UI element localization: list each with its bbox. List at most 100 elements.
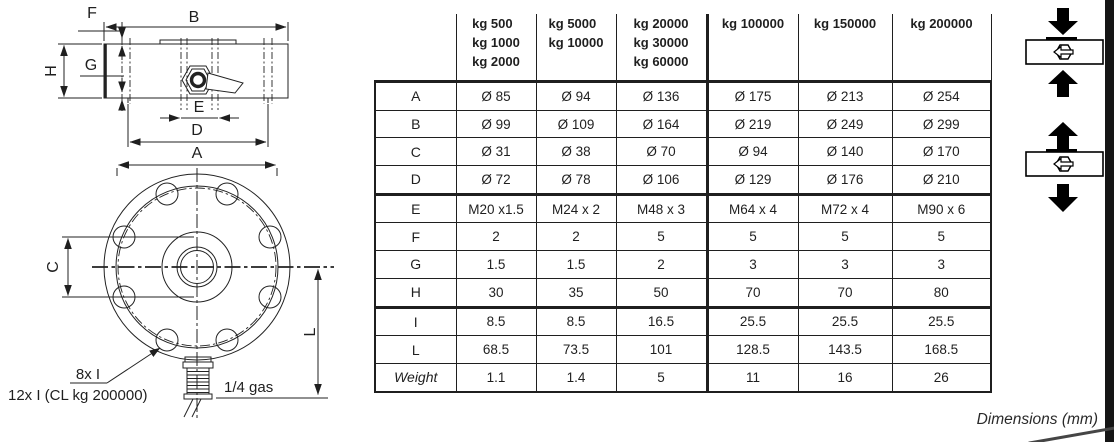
dimension-value-cell: 1.1 — [455, 362, 537, 393]
dimension-value-cell: 8.5 — [455, 305, 537, 337]
dimension-value-cell: 1.5 — [455, 250, 537, 279]
cable-gland-icon — [1053, 156, 1074, 172]
dimension-value-cell: M90 x 6 — [891, 192, 992, 224]
dimension-row: L 68.5 73.5 101 128.5 143.5 168.5 — [374, 335, 992, 364]
dimension-value-cell: Ø 85 — [455, 81, 537, 111]
dimension-table-wrap: kg 500 kg 1000 kg 2000 kg 5000 kg 10000 kg 20… — [374, 14, 992, 393]
dimension-value-cell: 2 — [615, 250, 708, 279]
dimension-row-label: E — [374, 192, 457, 224]
dimension-value-cell: 5 — [705, 222, 799, 252]
dimension-row: I 8.5 8.5 16.5 25.5 25.5 25.5 — [374, 305, 992, 337]
table-corner-blank — [375, 14, 457, 83]
dimension-value-cell: 30 — [455, 277, 537, 308]
dimension-value-cell: 73.5 — [535, 335, 617, 364]
dimension-value-cell: M64 x 4 — [705, 192, 799, 224]
dimension-value-cell: 3 — [705, 250, 799, 279]
dimension-value-cell: Ø 94 — [535, 81, 617, 111]
dimension-value-cell: 1.5 — [535, 250, 617, 279]
compression-load-icon — [1025, 8, 1104, 97]
dimension-value-cell: 70 — [705, 277, 799, 308]
dimension-value-cell: 70 — [797, 277, 893, 308]
dimension-value-cell: Ø 31 — [455, 137, 537, 167]
dimension-value-cell: Ø 72 — [455, 165, 537, 195]
bolt-holes — [112, 182, 282, 352]
dimensions-unit-note: Dimensions (mm) — [976, 411, 1098, 428]
dim-label-C: C — [45, 261, 62, 273]
dimension-row-label: A — [374, 81, 457, 111]
hex-nut-and-cable — [181, 65, 244, 95]
dimension-row-label: F — [374, 222, 457, 252]
down-arrow-icon — [1048, 184, 1078, 212]
down-arrow-icon — [1048, 8, 1078, 35]
dimension-row-label: Weight — [374, 362, 457, 393]
threaded-stud — [182, 356, 214, 418]
dimension-row: G 1.5 1.5 2 3 3 3 — [374, 250, 992, 279]
dimension-value-cell: Ø 129 — [705, 165, 799, 195]
dimension-row-label: C — [374, 137, 457, 167]
dimension-row: E M20 x1.5 M24 x 2 M48 x 3 M64 x 4 M72 x 4 M90… — [374, 192, 992, 224]
dimension-value-cell: Ø 210 — [891, 165, 992, 195]
dimension-value-cell: Ø 38 — [535, 137, 617, 167]
dimension-value-cell: 25.5 — [705, 305, 799, 337]
dimension-value-cell: 5 — [797, 222, 893, 252]
dimension-value-cell: M72 x 4 — [797, 192, 893, 224]
dimension-value-cell: 5 — [891, 222, 992, 252]
dimension-value-cell: Ø 176 — [797, 165, 893, 195]
dimension-value-cell: 50 — [615, 277, 708, 308]
dim-label-F: F — [87, 5, 97, 22]
dimension-value-cell: 128.5 — [705, 335, 799, 364]
tension-load-icon — [1025, 122, 1104, 212]
dim-label-L: L — [302, 327, 319, 336]
up-arrow-icon — [1048, 70, 1078, 97]
dimension-value-cell: 26 — [891, 362, 992, 393]
dim-label-G: G — [85, 57, 97, 74]
dimension-value-cell: M48 x 3 — [615, 192, 708, 224]
dimension-value-cell: 101 — [615, 335, 708, 364]
dimension-value-cell: 3 — [797, 250, 893, 279]
capacity-column-header: kg 200000 — [891, 14, 992, 83]
dimension-row-label: B — [374, 109, 457, 139]
dimension-value-cell: Ø 109 — [535, 109, 617, 139]
dimension-value-cell: Ø 78 — [535, 165, 617, 195]
dimension-value-cell: Ø 70 — [615, 137, 708, 167]
dimension-row: H 30 35 50 70 70 80 — [374, 277, 992, 308]
dimension-value-cell: 68.5 — [455, 335, 537, 364]
dimension-value-cell: M24 x 2 — [535, 192, 617, 224]
dimension-value-cell: 35 — [535, 277, 617, 308]
dimension-row-label: D — [374, 165, 457, 195]
dimension-value-cell: 16 — [797, 362, 893, 393]
capacity-column-header: kg 500 kg 1000 kg 2000 — [455, 14, 537, 83]
dimension-value-cell: Ø 140 — [797, 137, 893, 167]
dimension-value-cell: 1.4 — [535, 362, 617, 393]
dimension-value-cell: 2 — [535, 222, 617, 252]
dimension-value-cell: 3 — [891, 250, 992, 279]
dim-label-H: H — [43, 65, 60, 77]
dimension-value-cell: 16.5 — [615, 305, 708, 337]
capacity-column-header: kg 20000 kg 30000 kg 60000 — [615, 14, 708, 83]
scanned-page-edge — [1105, 0, 1114, 442]
loading-direction-icons — [1025, 8, 1104, 212]
capacity-column-header: kg 150000 — [797, 14, 893, 83]
dim-label-E: E — [194, 99, 205, 116]
dimension-row: Weight 1.1 1.4 5 11 16 26 — [374, 362, 992, 393]
drawing-annotations: 8x I 12x I (CL kg 200000) 1/4 gas — [8, 366, 273, 404]
dimension-value-cell: 5 — [615, 222, 708, 252]
dimension-value-cell: Ø 94 — [705, 137, 799, 167]
cable-gland-icon — [1053, 44, 1074, 60]
thread-size-note: 1/4 gas — [224, 379, 273, 396]
dim-label-B: B — [189, 9, 200, 26]
dimension-value-cell: 8.5 — [535, 305, 617, 337]
dimension-value-cell: 11 — [705, 362, 799, 393]
dimension-value-cell: Ø 106 — [615, 165, 708, 195]
dimension-labels: F B H G E D A C L — [43, 5, 319, 336]
dimension-value-cell: Ø 299 — [891, 109, 992, 139]
dimension-value-cell: Ø 249 — [797, 109, 893, 139]
dimension-value-cell: 168.5 — [891, 335, 992, 364]
dimension-value-cell: Ø 164 — [615, 109, 708, 139]
